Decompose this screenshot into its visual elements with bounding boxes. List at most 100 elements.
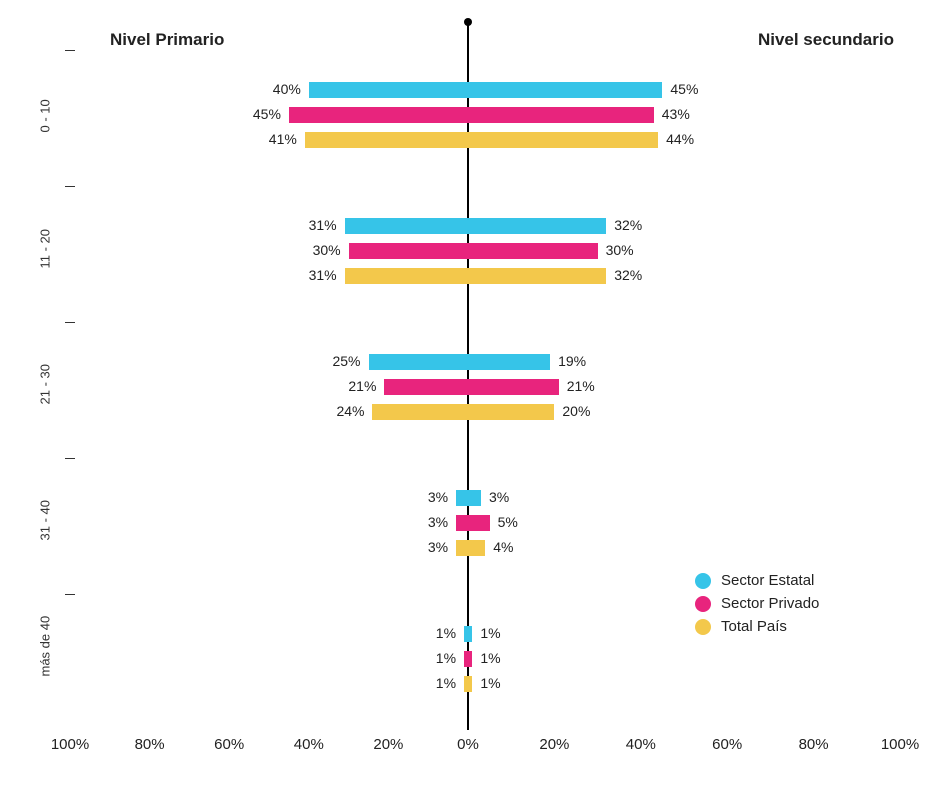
legend-item: Sector Estatal [695,572,819,589]
bar-left [349,243,468,259]
bar-right [468,132,658,148]
value-label-right: 45% [670,81,698,97]
bar-right [468,82,662,98]
x-tick-label: 20% [373,736,403,753]
value-label-right: 19% [558,353,586,369]
bar-left [345,218,468,234]
bar-row: 24% 20% [70,404,900,420]
x-tick-label: 40% [294,736,324,753]
bar-row: 45% 43% [70,107,900,123]
y-tick [65,322,75,323]
bar-right [468,540,485,556]
bar-row: 41% 44% [70,132,900,148]
bar-right [468,354,550,370]
bar-right [468,107,654,123]
bar-left [456,515,468,531]
legend-swatch [695,596,711,612]
value-label-left: 30% [313,242,341,258]
legend: Sector Estatal Sector Privado Total País [695,572,819,641]
value-label-left: 3% [428,539,448,555]
bar-right [468,626,472,642]
bar-row: 40% 45% [70,82,900,98]
value-label-left: 3% [428,489,448,505]
x-tick-label: 60% [712,736,742,753]
value-label-right: 43% [662,106,690,122]
bar-right [468,218,606,234]
y-group-label: 31 - 40 [38,511,53,541]
value-label-right: 1% [480,675,500,691]
value-label-left: 45% [253,106,281,122]
bar-right [468,490,481,506]
y-group-label: más de 40 [38,647,53,677]
bar-left [384,379,468,395]
value-label-left: 1% [436,625,456,641]
x-tick-label: 20% [539,736,569,753]
value-label-left: 1% [436,650,456,666]
bar-right [468,515,490,531]
legend-label: Total País [721,618,787,635]
x-tick-label: 80% [135,736,165,753]
value-label-right: 20% [562,403,590,419]
value-label-right: 1% [480,650,500,666]
x-tick-label: 0% [457,736,479,753]
x-tick-label: 60% [214,736,244,753]
bar-left [305,132,468,148]
value-label-right: 3% [489,489,509,505]
value-label-left: 40% [273,81,301,97]
y-tick [65,458,75,459]
x-tick-label: 100% [881,736,919,753]
value-label-right: 21% [567,378,595,394]
bar-left [289,107,468,123]
x-axis: 100%80%60%40%20%0%20%40%60%80%100% [70,736,900,750]
value-label-right: 32% [614,217,642,233]
bar-left [309,82,468,98]
y-group-label: 11 - 20 [38,239,53,269]
value-label-left: 21% [348,378,376,394]
value-label-right: 4% [493,539,513,555]
bar-row: 31%32% [70,268,900,284]
bar-left [369,354,469,370]
bar-row: 3%5% [70,515,900,531]
value-label-left: 1% [436,675,456,691]
chart-container: Nivel PrimarioNivel secundario0 - 1040%4… [0,0,940,788]
bar-row: 1% 1% [70,651,900,667]
y-group-label: 21 - 30 [38,375,53,405]
bar-left [345,268,468,284]
center-axis-line [467,20,469,730]
value-label-left: 24% [336,403,364,419]
bar-right [468,651,472,667]
header-right: Nivel secundario [758,30,894,50]
bar-left [456,490,468,506]
bar-left [456,540,468,556]
x-tick-label: 40% [626,736,656,753]
y-group-label: 0 - 10 [38,103,53,133]
value-label-left: 41% [269,131,297,147]
value-label-right: 30% [606,242,634,258]
legend-item: Total País [695,618,819,635]
x-tick-label: 80% [799,736,829,753]
y-tick [65,594,75,595]
value-label-right: 32% [614,267,642,283]
value-label-left: 3% [428,514,448,530]
value-label-left: 31% [309,217,337,233]
header-left: Nivel Primario [110,30,224,50]
center-axis-dot [464,18,472,26]
bar-right [468,676,472,692]
bar-row: 25% 19% [70,354,900,370]
bar-left [372,404,468,420]
bar-row: 30% 30% [70,243,900,259]
value-label-right: 44% [666,131,694,147]
y-tick [65,50,75,51]
x-tick-label: 100% [51,736,89,753]
bar-row: 3% 4% [70,540,900,556]
legend-swatch [695,619,711,635]
bar-row: 31% 32% [70,218,900,234]
bar-right [468,268,606,284]
bar-row: 3% 3% [70,490,900,506]
y-tick [65,186,75,187]
legend-label: Sector Privado [721,595,819,612]
plot-area: Nivel PrimarioNivel secundario0 - 1040%4… [70,30,900,750]
value-label-left: 25% [332,353,360,369]
legend-swatch [695,573,711,589]
value-label-right: 1% [480,625,500,641]
